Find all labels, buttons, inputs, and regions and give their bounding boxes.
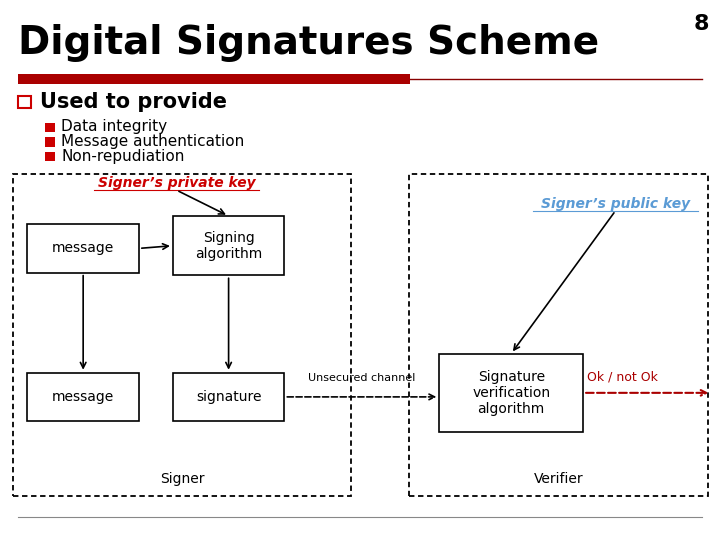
Text: message: message	[52, 390, 114, 404]
Text: Data integrity: Data integrity	[61, 119, 167, 134]
Text: Verifier: Verifier	[534, 472, 583, 486]
Bar	[173, 216, 284, 275]
Text: Signer’s public key: Signer’s public key	[541, 197, 690, 211]
Bar	[27, 373, 139, 421]
Text: signature: signature	[196, 390, 261, 404]
Bar	[27, 224, 139, 273]
Text: Digital Signatures Scheme: Digital Signatures Scheme	[18, 24, 599, 62]
Bar	[173, 373, 284, 421]
Bar	[13, 174, 351, 496]
Bar	[45, 137, 55, 147]
Text: Signer: Signer	[160, 472, 204, 486]
Bar	[409, 174, 708, 496]
Bar	[439, 354, 583, 432]
Text: Non-repudiation: Non-repudiation	[61, 148, 184, 164]
Text: Used to provide: Used to provide	[40, 91, 227, 112]
Text: Unsecured channel: Unsecured channel	[308, 373, 415, 383]
Bar	[45, 123, 55, 132]
Text: Signer’s private key: Signer’s private key	[98, 176, 255, 190]
Text: message: message	[52, 241, 114, 255]
Text: Ok / not Ok: Ok / not Ok	[587, 370, 657, 383]
Text: Message authentication: Message authentication	[61, 134, 245, 149]
Text: Signature
verification
algorithm: Signature verification algorithm	[472, 370, 550, 416]
Bar	[18, 96, 31, 108]
Bar	[18, 74, 410, 84]
Text: Signing
algorithm: Signing algorithm	[195, 231, 262, 261]
Text: 8: 8	[693, 14, 709, 33]
Bar	[45, 152, 55, 161]
